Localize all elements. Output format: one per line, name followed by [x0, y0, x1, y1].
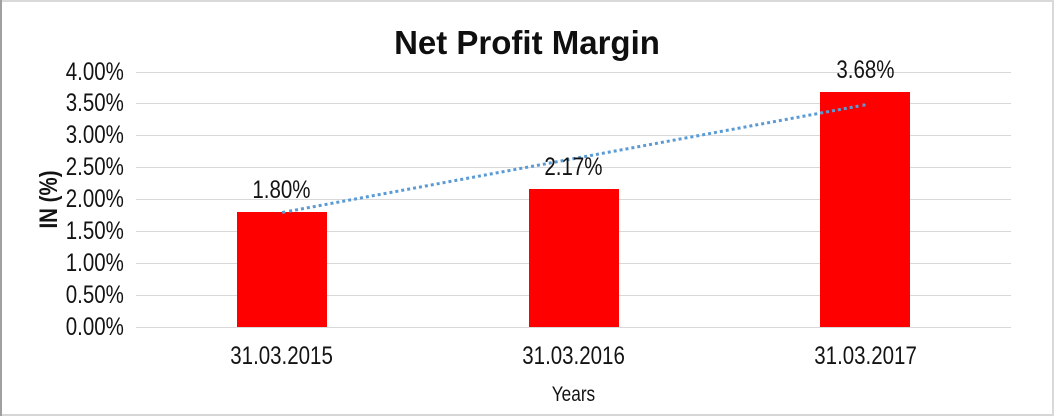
y-tick-text: 1.00% [65, 248, 124, 277]
y-tick-label: 0.50% [0, 280, 124, 309]
gridline [136, 167, 1011, 169]
y-tick-label: 3.50% [0, 91, 124, 116]
y-tick-label: 3.00% [0, 123, 124, 148]
gridline [136, 135, 1011, 137]
data-label-text: 1.80% [252, 176, 311, 205]
y-tick-text: 3.50% [65, 89, 124, 118]
bar [528, 188, 619, 327]
y-tick-text: 2.00% [65, 185, 124, 213]
bar-data-label: 3.68% [765, 58, 965, 83]
data-label-text: 2.17% [544, 152, 603, 181]
x-tick-text: 31.03.2017 [813, 342, 917, 370]
x-tick-label: 31.03.2016 [474, 344, 674, 369]
gridline [136, 326, 1011, 328]
y-tick-text: 2.50% [65, 153, 124, 182]
bar-data-label: 1.80% [182, 178, 382, 203]
gridline [136, 103, 1011, 105]
bar [820, 92, 911, 327]
data-label-text: 3.68% [836, 56, 895, 85]
bar [236, 212, 327, 327]
y-tick-text: 4.00% [65, 57, 124, 86]
y-tick-text: 1.50% [65, 216, 124, 245]
y-tick-text: 0.00% [65, 312, 124, 341]
y-tick-label: 1.00% [0, 248, 124, 277]
x-axis-title: Years [136, 384, 1011, 406]
chart-title: Net Profit Margin [394, 24, 660, 61]
y-tick-text: 0.50% [65, 280, 124, 309]
y-tick-label: 4.00% [0, 57, 124, 86]
gridline [136, 71, 1011, 73]
x-axis-title-text: Years [551, 383, 596, 406]
y-tick-text: 3.00% [65, 121, 124, 150]
y-tick-label: 2.50% [0, 155, 124, 180]
y-tick-label: 2.00% [0, 187, 124, 212]
x-tick-text: 31.03.2015 [230, 342, 334, 370]
x-tick-text: 31.03.2016 [522, 342, 625, 370]
x-tick-label: 31.03.2015 [182, 344, 382, 369]
y-tick-label: 0.00% [0, 312, 124, 341]
bar-data-label: 2.17% [474, 152, 674, 181]
y-tick-label: 1.50% [0, 216, 124, 245]
x-tick-label: 31.03.2017 [765, 344, 965, 369]
